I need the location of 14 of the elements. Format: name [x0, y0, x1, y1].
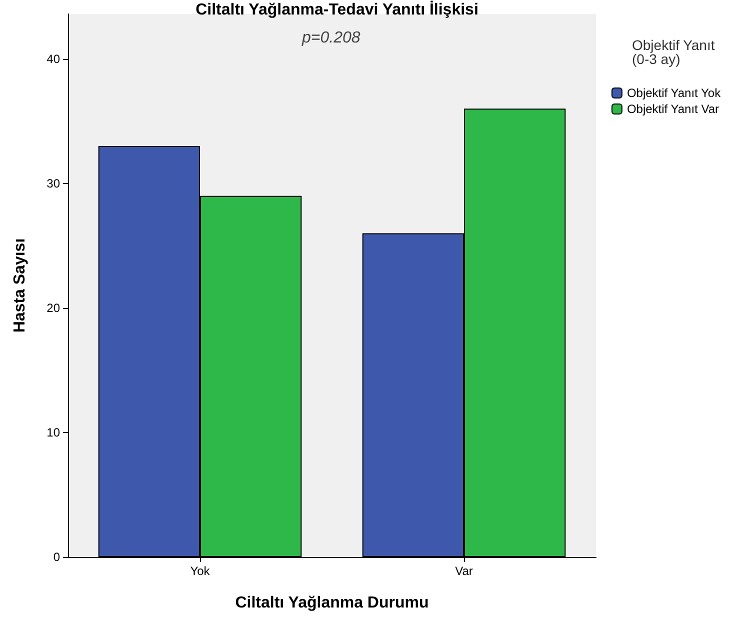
y-tick-label: 20	[46, 300, 60, 315]
y-tick-label: 0	[53, 550, 60, 564]
annotation: p=0.208	[301, 30, 360, 46]
y-axis-title: Hasta Sayısı	[12, 238, 28, 333]
legend-label: Objektif Yanıt Yok	[626, 86, 722, 100]
x-tick-label: Yok	[190, 564, 211, 578]
x-axis-title: Ciltaltı Yağlanma Durumu	[235, 594, 429, 612]
y-tick-label: 30	[46, 176, 60, 190]
x-tick-label: Var	[455, 564, 473, 578]
legend-title: Objektif Yanıt (0-3 ay)	[632, 37, 715, 67]
y-tick-label: 40	[46, 52, 60, 66]
y-tick-label: 10	[46, 425, 60, 440]
chart-title: Ciltaltı Yağlanma-Tedavi Yanıtı İlişkisi	[196, 0, 478, 18]
legend-label: Objektif Yanıt Var	[626, 102, 719, 116]
